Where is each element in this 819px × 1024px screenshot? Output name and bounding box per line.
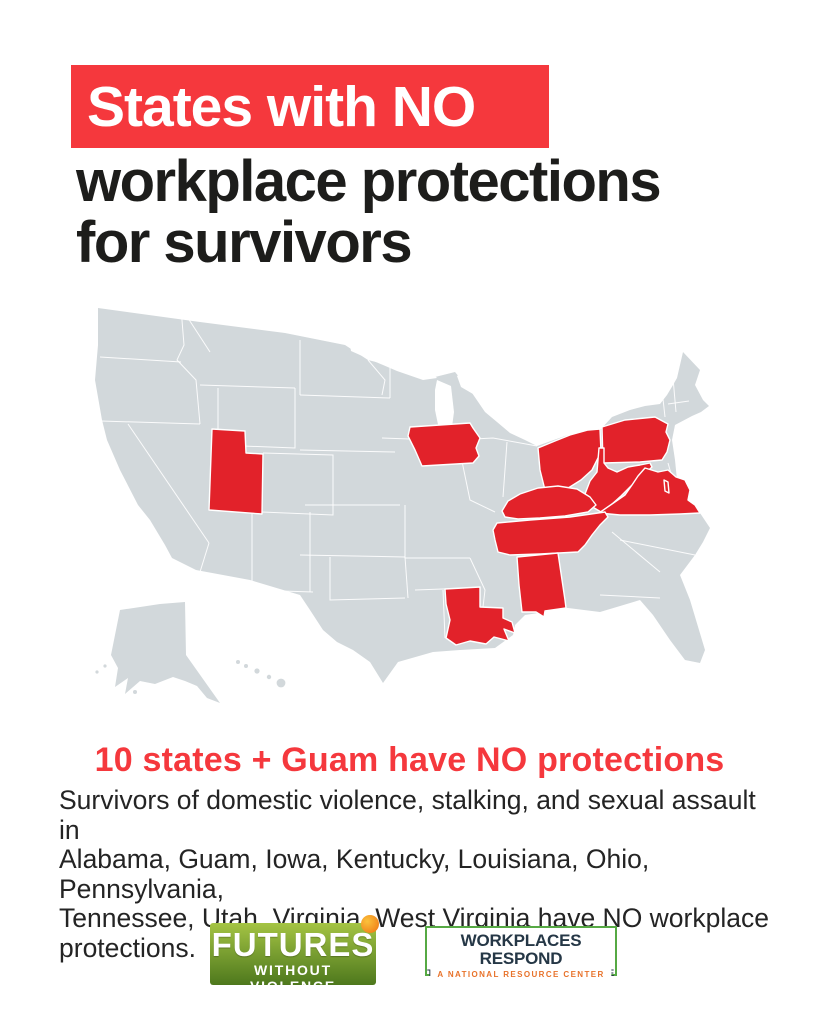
state-iowa — [407, 422, 481, 467]
state-utah — [208, 428, 264, 515]
state-louisiana — [444, 586, 516, 646]
state-pennsylvania — [601, 416, 671, 464]
state-alabama — [516, 552, 567, 618]
highlighted-states — [208, 416, 701, 646]
kodiak-island — [133, 690, 137, 694]
page-title: workplace protections for survivors — [76, 149, 662, 275]
workplaces-logo-line-1: WORKPLACES RESPOND — [460, 931, 582, 968]
title-banner-text: States with NO — [87, 75, 476, 139]
state-virginia-eastern-shore — [663, 479, 670, 494]
body-line-4: protections. — [59, 932, 196, 963]
futures-without-violence-logo: FUTURES WITHOUT VIOLENCE — [210, 915, 379, 994]
state-borders — [99, 307, 696, 639]
title-banner: States with NO — [71, 65, 549, 148]
futures-logo-name: FUTURES — [211, 926, 375, 963]
body-line-2: Alabama, Guam, Iowa, Kentucky, Louisiana… — [59, 844, 650, 904]
state-virginia — [598, 467, 701, 516]
aleutian-island — [95, 670, 99, 674]
workplaces-logo-line-3: A NATIONAL RESOURCE CENTER — [430, 969, 612, 981]
body-line-1: Survivors of domestic violence, stalking… — [59, 785, 756, 845]
lake-huron — [457, 364, 495, 394]
alaska — [111, 602, 220, 703]
us-map-svg — [95, 307, 710, 703]
page-title-line-2: for survivors — [76, 210, 413, 275]
body-paragraph: Survivors of domestic violence, stalking… — [59, 785, 779, 963]
subtitle: 10 states + Guam have NO protections — [94, 741, 725, 779]
lake-superior — [350, 341, 437, 380]
hawaii — [236, 660, 286, 688]
sun-icon — [361, 915, 379, 933]
state-tennessee — [492, 511, 609, 556]
body-line-3: Tennessee, Utah, Virginia, West Virginia… — [59, 903, 769, 933]
state-kentucky — [501, 485, 597, 520]
workplaces-respond-logo: WORKPLACES RESPOND TO DOMESTIC & SEXUAL … — [425, 926, 617, 981]
us-map — [85, 300, 745, 715]
page-title-line-1: workplace protections — [76, 149, 662, 214]
aleutian-island — [103, 664, 107, 668]
futures-logo-tagline: WITHOUT VIOLENCE — [250, 962, 336, 994]
